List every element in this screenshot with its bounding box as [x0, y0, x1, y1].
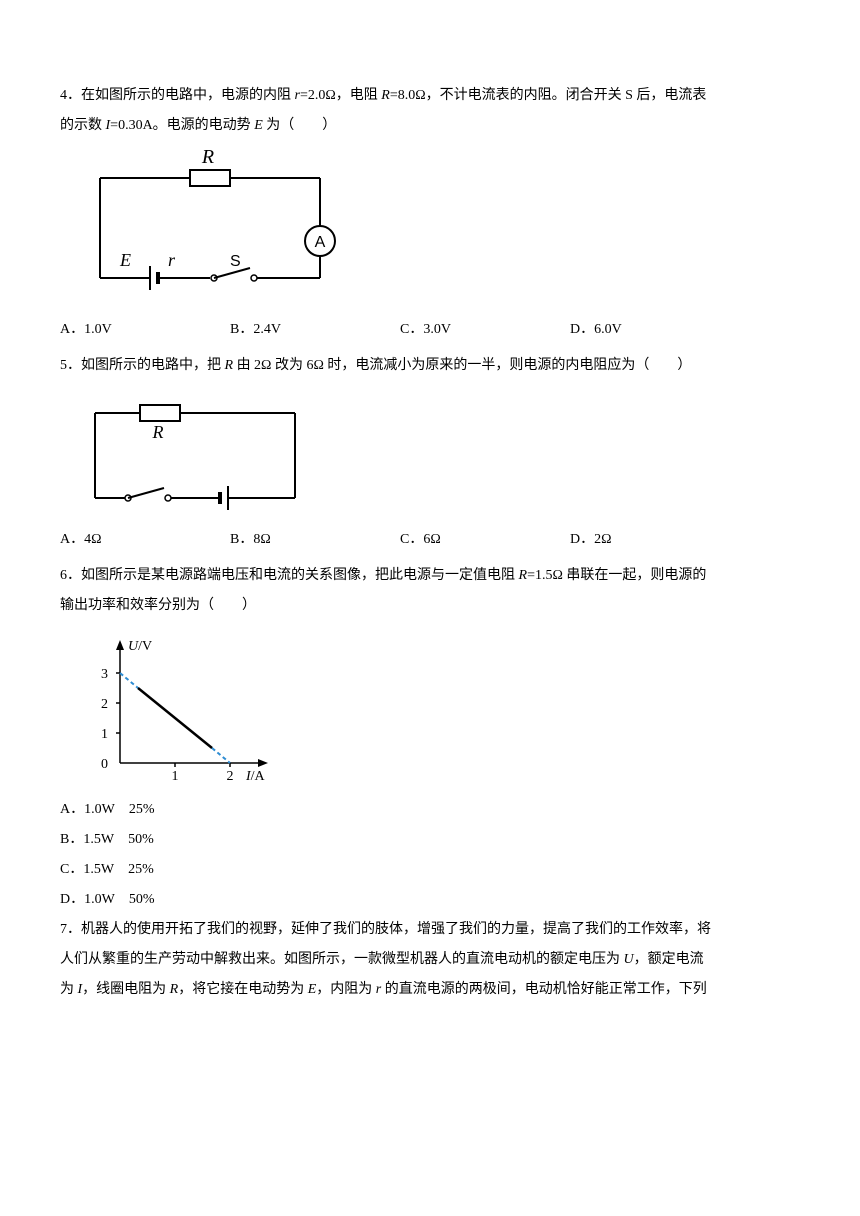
q5-options: A．4Ω B．8Ω C．6Ω D．2Ω	[60, 526, 800, 554]
q4-opt-d: D．6.0V	[570, 316, 740, 344]
q4-opt-c: C．3.0V	[400, 316, 570, 344]
q4-num: 4．	[60, 88, 81, 103]
q6-xtick-1: 1	[172, 769, 179, 784]
q6-options: A．1.0W25% B．1.5W50% C．1.5W25% D．1.0W50%	[60, 796, 800, 914]
q6-xlabel: I/A	[245, 769, 266, 784]
q6-line1: 6．如图所示是某电源路端电压和电流的关系图像，把此电源与一定值电阻 R=1.5Ω…	[60, 562, 800, 590]
q6-graph: 3 2 1 0 1 2 U/V I/A	[80, 628, 800, 788]
q4-ammeter-label: A	[315, 234, 326, 251]
q5-R-label: R	[152, 422, 164, 442]
q6-num: 6．	[60, 568, 81, 583]
q5-opt-c: C．6Ω	[400, 526, 570, 554]
q4-line2: 的示数 I=0.30A。电源的电动势 E 为（ ）	[60, 112, 800, 140]
q4-opt-b: B．2.4V	[230, 316, 400, 344]
q4-E-label: E	[119, 250, 131, 270]
q5-num: 5．	[60, 358, 81, 373]
q6-opt-c: C．1.5W25%	[60, 856, 800, 884]
q6-line2: 输出功率和效率分别为（ ）	[60, 592, 800, 620]
q6-ytick-3: 3	[101, 667, 108, 682]
q4-options: A．1.0V B．2.4V C．3.0V D．6.0V	[60, 316, 800, 344]
q7-line2: 人们从繁重的生产劳动中解救出来。如图所示，一款微型机器人的直流电动机的额定电压为…	[60, 946, 800, 974]
q6-opt-a: A．1.0W25%	[60, 796, 800, 824]
q6-ytick-1: 1	[101, 727, 108, 742]
q7-line1: 7．机器人的使用开拓了我们的视野，延伸了我们的肢体，增强了我们的力量，提高了我们…	[60, 916, 800, 944]
q4-r-label: r	[168, 250, 176, 270]
q5-opt-b: B．8Ω	[230, 526, 400, 554]
q5-opt-d: D．2Ω	[570, 526, 740, 554]
q4-circuit-diagram: R A E r S	[80, 148, 800, 308]
q7-num: 7．	[60, 922, 81, 937]
q4-R-label: R	[201, 148, 214, 168]
q6-ytick-2: 2	[101, 697, 108, 712]
q6-opt-d: D．1.0W50%	[60, 886, 800, 914]
q5-opt-a: A．4Ω	[60, 526, 230, 554]
q4-opt-a: A．1.0V	[60, 316, 230, 344]
q7-line3: 为 I，线圈电阻为 R，将它接在电动势为 E，内阻为 r 的直流电源的两极间，电…	[60, 976, 800, 1004]
q4-line1: 4．在如图所示的电路中，电源的内阻 r=2.0Ω，电阻 R=8.0Ω，不计电流表…	[60, 82, 800, 110]
q5-line: 5．如图所示的电路中，把 R 由 2Ω 改为 6Ω 时，电流减小为原来的一半，则…	[60, 352, 800, 380]
q6-opt-b: B．1.5W50%	[60, 826, 800, 854]
q5-circuit-diagram: R	[80, 388, 800, 518]
q6-origin: 0	[101, 757, 108, 772]
q4-S-label: S	[230, 253, 241, 270]
q6-ylabel: U/V	[128, 639, 152, 654]
q6-xtick-2: 2	[227, 769, 234, 784]
